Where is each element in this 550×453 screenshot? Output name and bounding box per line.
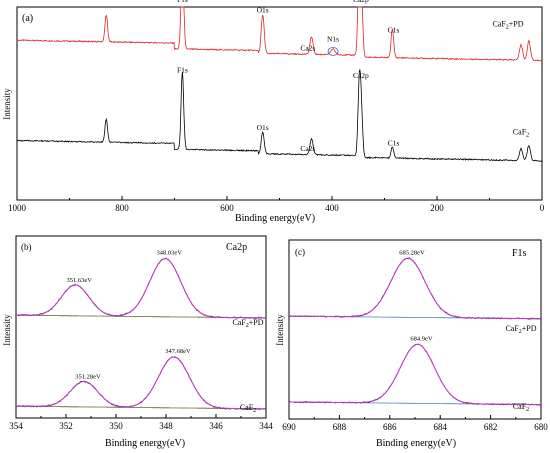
peak-annotation: O1s: [257, 123, 269, 132]
peak-energy-label: 685.28eV: [399, 250, 425, 257]
panel-c-f1s-spectrum: (c) F1s 685.28eV CaF2+PD 684.9eV CaF2 690 68…: [275, 239, 548, 449]
panel-c-tag: (c): [295, 247, 305, 257]
panel-b-x-axis: 354 352 350 348 346 344: [9, 414, 273, 431]
panel-c-frame: [288, 239, 542, 420]
panel-a-y-axis-label: Intensity: [2, 88, 12, 120]
peak-annotation: Ca2p: [353, 71, 369, 80]
fitted-envelope-line: [289, 343, 541, 406]
panel-b-x-axis-label: Binding energy(eV): [105, 438, 185, 449]
x-tick-label: 682: [484, 422, 498, 432]
x-tick-label: 354: [9, 421, 23, 431]
peak-annotation: O1s: [257, 5, 269, 14]
fitted-envelope-line: [289, 257, 541, 320]
x-tick-label: 688: [333, 422, 347, 432]
x-tick-label: 1000: [8, 203, 27, 213]
peak-annotation: Ca2s: [300, 144, 315, 153]
peak-annotation: Ca2s: [300, 44, 315, 53]
n1s-highlight-circle: [327, 47, 339, 56]
peak-annotation: F1s: [177, 66, 188, 75]
peak-energy-label: 351.28eV: [75, 373, 101, 380]
x-tick-label: 346: [209, 421, 223, 431]
x-tick-label: 344: [259, 421, 273, 431]
x-tick-label: 690: [282, 422, 296, 432]
x-tick-label: 352: [59, 421, 73, 431]
peak-energy-label: 347.68eV: [165, 348, 191, 355]
peak-energy-label: 684.9eV: [410, 336, 433, 343]
panel-b-y-axis-label: Intensity: [2, 314, 12, 346]
panel-c-x-axis-label: Binding energy(eV): [376, 438, 456, 449]
x-tick-label: 600: [220, 203, 234, 213]
series-label: CaF2+PD: [505, 324, 536, 335]
series-label: CaF2+PD: [492, 19, 523, 30]
peak-energy-label: 351.63eV: [67, 277, 93, 284]
peak-annotation: C1s: [388, 25, 400, 34]
series-label: CaF2: [240, 403, 256, 414]
panel-a-survey-spectrum: (a) F1s O1s Ca2s Ca2p C1s N1s F1s O1s Ca2s Ca2p C1…: [2, 0, 545, 224]
x-tick-label: 684: [433, 422, 447, 432]
panel-a-frame: [16, 6, 543, 201]
panel-c-x-axis: 690 688 686 684 682 680: [282, 415, 548, 432]
series-label: CaF2: [513, 127, 529, 138]
peak-annotation: Ca2p: [353, 0, 369, 4]
peak-annotation: N1s: [327, 34, 339, 43]
series-line-caf2-pd: [16, 6, 543, 62]
x-tick-label: 680: [534, 422, 548, 432]
x-tick-label: 200: [430, 203, 444, 213]
panel-a-x-axis: 1000 800 600 400 200 0: [8, 196, 545, 213]
x-tick-label: 348: [159, 421, 173, 431]
x-tick-label: 686: [383, 422, 397, 432]
panel-a-tag: (a): [22, 13, 33, 24]
panel-b-ca2p-spectrum: (b) Ca2p 351.63eV 348.03eV CaF2+PD 351.28eV…: [2, 235, 273, 449]
x-tick-label: 800: [115, 203, 129, 213]
panel-b-frame: [15, 235, 267, 419]
panel-a-x-axis-label: Binding energy(eV): [235, 213, 315, 224]
peak-annotation: C1s: [388, 138, 400, 147]
series-line-caf2: [16, 69, 543, 162]
series-label: CaF2+PD: [232, 318, 263, 329]
panel-c-plot-area: 685.28eV CaF2+PD 684.9eV CaF2: [288, 250, 542, 413]
x-tick-label: 400: [325, 203, 339, 213]
x-tick-label: 350: [109, 421, 123, 431]
x-tick-label: 0: [540, 203, 545, 213]
panel-c-title: F1s: [512, 248, 527, 259]
panel-b-tag: (b): [21, 242, 32, 252]
panel-c-y-axis-label: Intensity: [275, 314, 285, 346]
peak-annotation: F1s: [177, 0, 188, 4]
panel-b-plot-area: 351.63eV 348.03eV CaF2+PD 351.28eV 347.68eV C…: [15, 250, 267, 414]
peak-energy-label: 348.03eV: [157, 250, 183, 257]
panel-a-plot-area: F1s O1s Ca2s Ca2p C1s N1s F1s O1s Ca2s Ca2p C1s CaF…: [16, 0, 543, 162]
panel-b-title: Ca2p: [226, 242, 247, 253]
fitted-envelope-line: [16, 258, 266, 319]
fitted-envelope-line: [16, 356, 266, 410]
series-label: CaF2: [513, 402, 529, 413]
